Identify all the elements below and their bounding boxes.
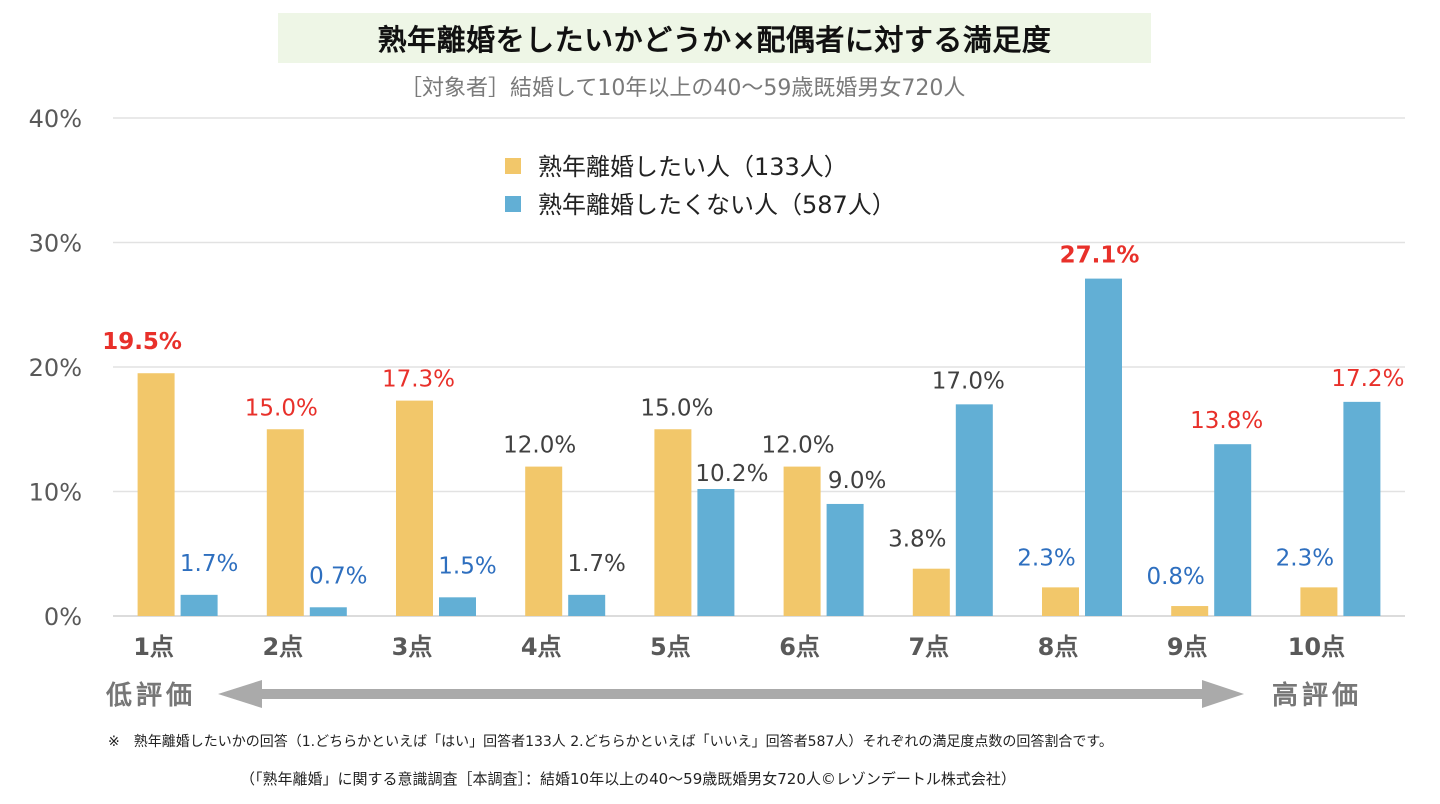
legend-swatch-want: [505, 158, 521, 174]
high-rating-label: 高評価: [1272, 680, 1362, 711]
data-label-not-want-divorce: 13.8%: [1190, 408, 1263, 434]
y-tick-label: 10%: [29, 479, 82, 507]
bar-not-want-divorce: [1085, 278, 1122, 616]
bar-want-divorce: [783, 466, 821, 616]
data-label-want-divorce: 3.8%: [888, 527, 946, 553]
y-tick-label: 0%: [44, 603, 82, 631]
data-label-want-divorce: 12.0%: [762, 433, 835, 459]
legend-label-not-want: 熟年離婚したくない人（587人）: [538, 191, 896, 219]
data-label-not-want-divorce: 1.7%: [567, 551, 625, 577]
data-label-not-want-divorce: 9.0%: [828, 468, 886, 494]
data-label-not-want-divorce: 17.2%: [1331, 366, 1404, 392]
y-tick-label: 40%: [29, 105, 82, 133]
bar-want-divorce: [912, 568, 950, 616]
chart-subtitle: ［対象者］結婚して10年以上の40～59歳既婚男女720人: [400, 76, 966, 101]
chart-title: 熟年離婚をしたいかどうか×配偶者に対する満足度: [377, 23, 1052, 57]
x-tick-label: 5点: [650, 633, 691, 661]
y-tick-label: 30%: [29, 230, 82, 258]
bar-want-divorce: [525, 466, 563, 616]
bar-not-want-divorce: [1214, 444, 1252, 616]
bar-not-want-divorce: [955, 404, 993, 616]
bar-want-divorce: [137, 373, 175, 616]
data-label-want-divorce: 19.5%: [102, 329, 182, 355]
x-tick-label: 8点: [1038, 633, 1079, 661]
bar-want-divorce: [1300, 587, 1338, 616]
x-tick-label: 7点: [908, 633, 949, 661]
x-tick-label: 6点: [779, 633, 820, 661]
x-tick-label: 2点: [262, 633, 303, 661]
data-label-want-divorce: 0.8%: [1146, 564, 1204, 590]
double-arrow-icon: [218, 680, 1244, 708]
bar-want-divorce: [654, 429, 692, 616]
x-tick-label: 4点: [521, 633, 562, 661]
bar-chart: 0% 10% 20% 30% 40% 19.5% 1.7% 15.0% 0.7% 17.3% 1.…: [29, 105, 1405, 711]
x-tick-label: 10点: [1288, 633, 1345, 661]
data-label-not-want-divorce: 27.1%: [1060, 243, 1140, 269]
data-label-not-want-divorce: 0.7%: [309, 563, 367, 589]
x-tick-label: 3点: [392, 633, 433, 661]
bar-want-divorce: [1171, 606, 1209, 616]
bar-not-want-divorce: [1343, 401, 1381, 616]
bar-not-want-divorce: [439, 597, 476, 616]
data-label-want-divorce: 15.0%: [640, 395, 713, 421]
data-label-want-divorce: 2.3%: [1017, 545, 1075, 571]
low-rating-label: 低評価: [105, 680, 196, 711]
data-label-want-divorce: 12.0%: [503, 433, 576, 459]
bar-not-want-divorce: [180, 594, 218, 616]
footnote-source: （「熟年離婚」に関する意識調査［本調査］：結婚10年以上の40～59歳既婚男女7…: [240, 770, 1016, 788]
data-label-not-want-divorce: 1.5%: [438, 553, 496, 579]
footnote-note: ※ 熟年離婚したいかの回答（1.どちらかといえば「はい」回答者133人 2.どち…: [108, 734, 1113, 750]
data-label-want-divorce: 15.0%: [245, 395, 318, 421]
data-label-not-want-divorce: 1.7%: [180, 551, 238, 577]
y-tick-label: 20%: [29, 354, 82, 382]
legend-swatch-not-want: [505, 196, 521, 212]
legend-label-want: 熟年離婚したい人（133人）: [538, 153, 848, 181]
bar-want-divorce: [396, 400, 433, 616]
bar-want-divorce: [1042, 587, 1079, 616]
x-tick-label: 1点: [133, 633, 174, 661]
x-tick-label: 9点: [1167, 633, 1208, 661]
bar-not-want-divorce: [826, 503, 864, 616]
bar-not-want-divorce: [568, 594, 606, 616]
data-label-want-divorce: 2.3%: [1276, 545, 1334, 571]
data-label-want-divorce: 17.3%: [382, 367, 455, 393]
bar-not-want-divorce: [309, 607, 347, 616]
bar-want-divorce: [266, 429, 304, 616]
chart-title-box: 熟年離婚をしたいかどうか×配偶者に対する満足度: [278, 13, 1151, 63]
data-label-not-want-divorce: 10.2%: [695, 461, 768, 487]
data-label-not-want-divorce: 17.0%: [932, 368, 1005, 394]
bar-not-want-divorce: [697, 489, 735, 616]
